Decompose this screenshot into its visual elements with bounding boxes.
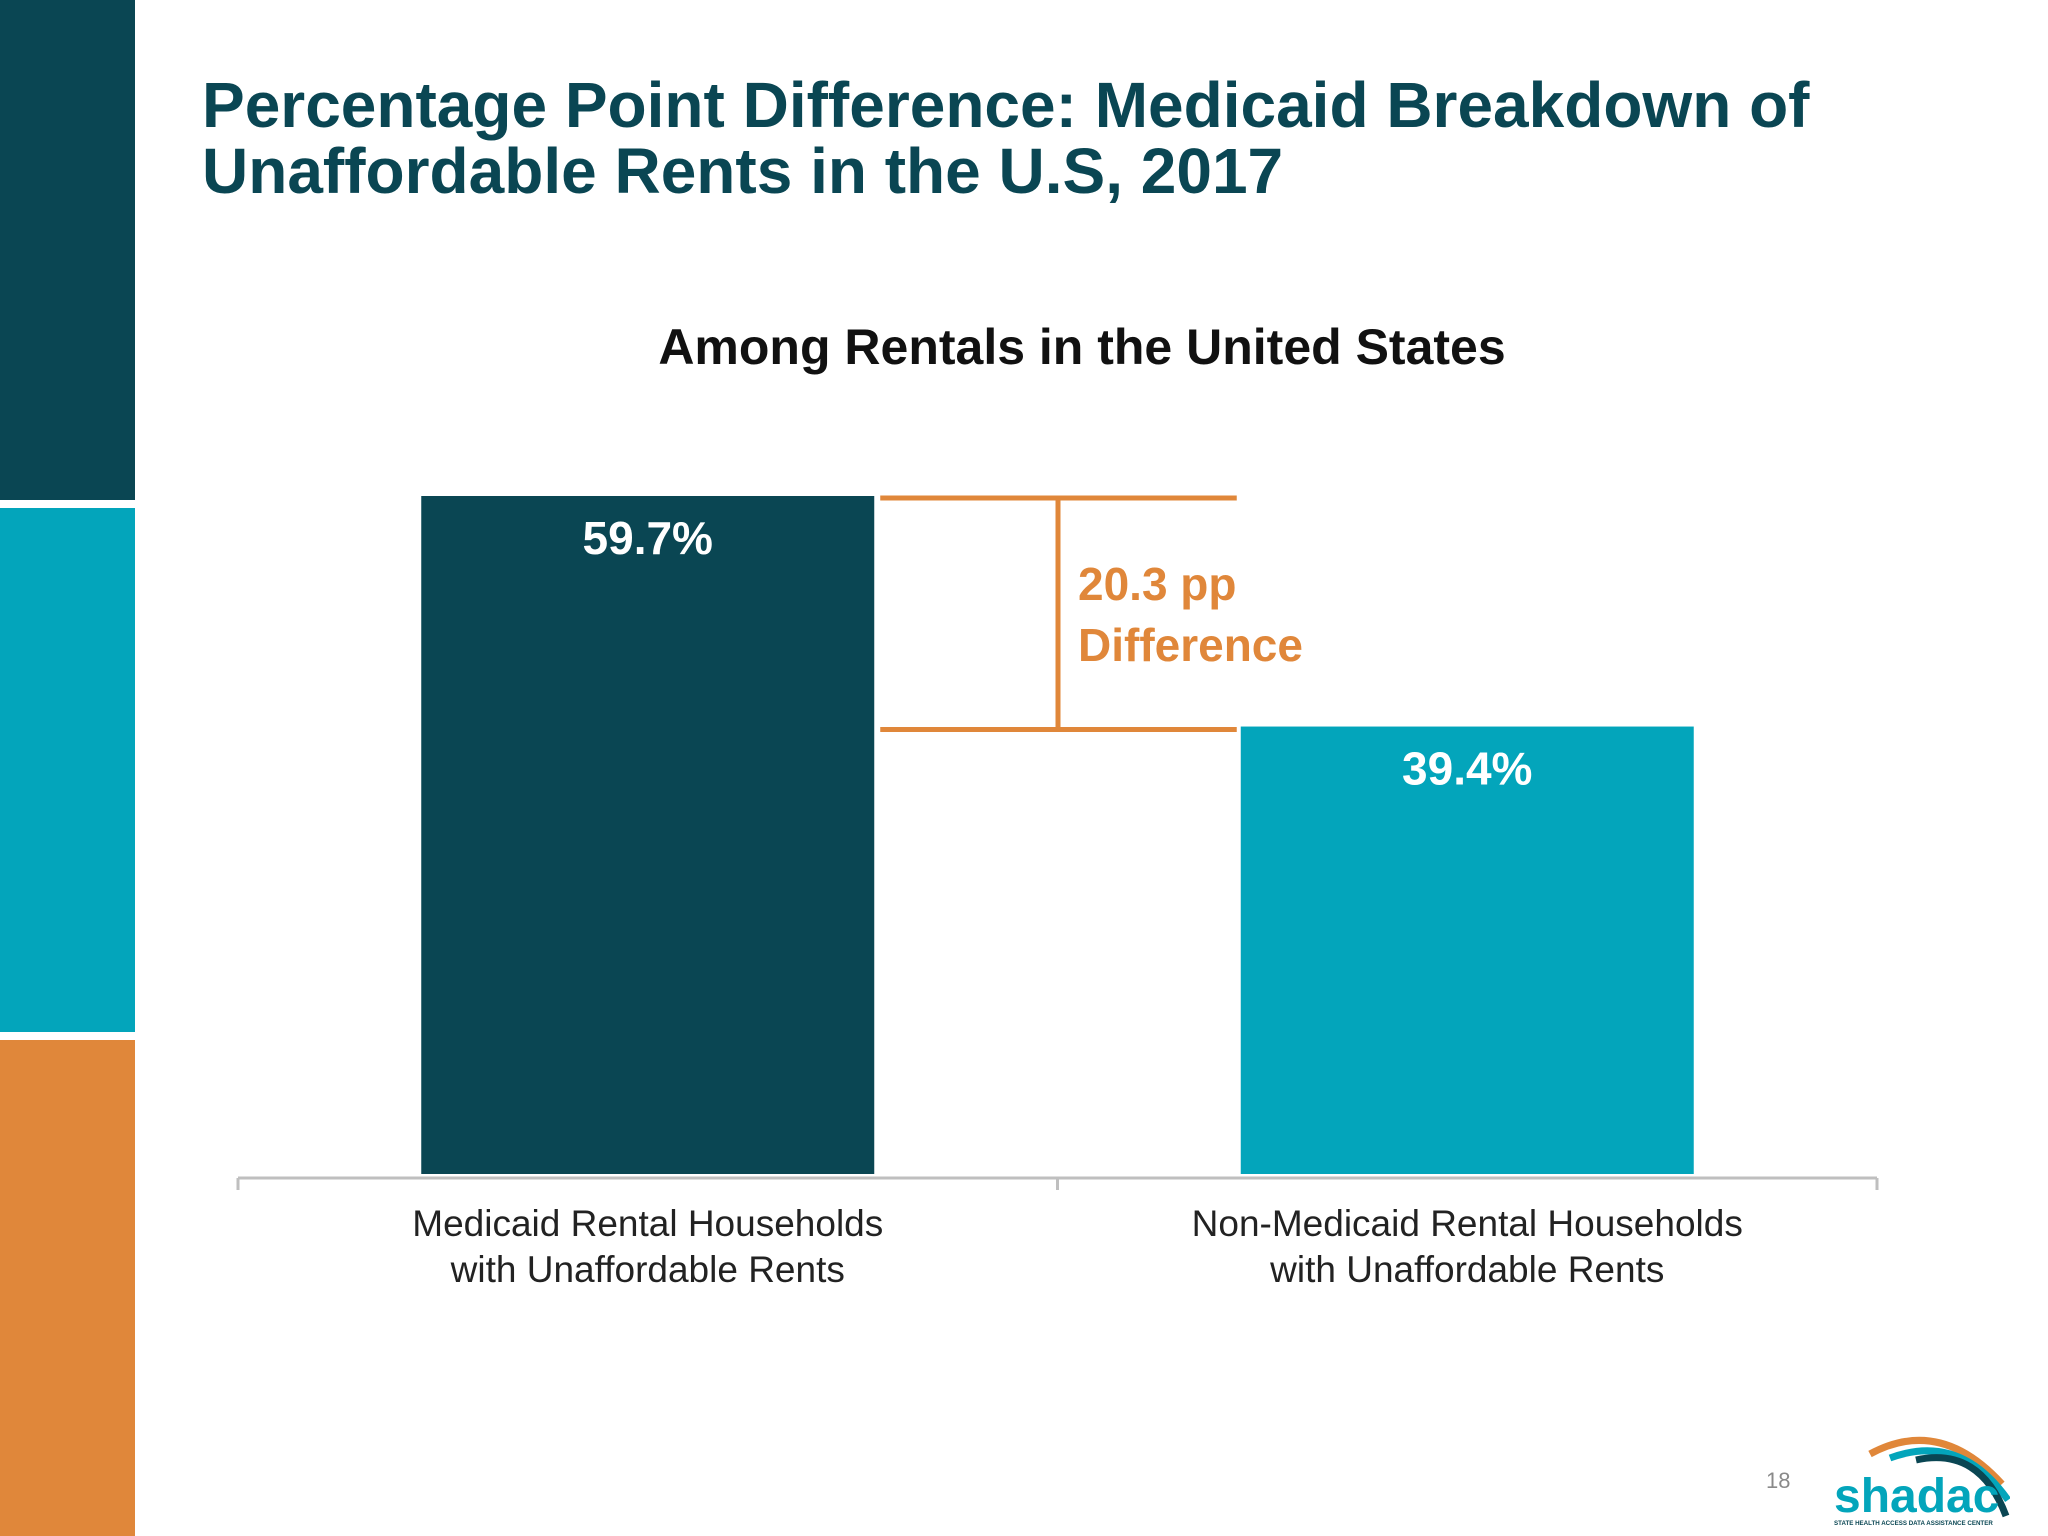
slide-title-line-1: Percentage Point Difference: Medicaid Br…: [202, 69, 1810, 141]
chart-title: Among Rentals in the United States: [658, 319, 1505, 375]
sidebar-dark-teal-block: [0, 0, 135, 500]
x-tick-label: with Unaffordable Rents: [450, 1249, 845, 1290]
logo-arc-orange: [1868, 1436, 2005, 1487]
difference-annotation-line-1: 20.3 pp: [1078, 558, 1237, 610]
slide-title-line-2: Unaffordable Rents in the U.S, 2017: [202, 135, 1284, 207]
slide-title: Percentage Point Difference: Medicaid Br…: [202, 72, 1962, 204]
sidebar-teal-block: [0, 508, 135, 1032]
x-tick-label: with Unaffordable Rents: [1269, 1249, 1664, 1290]
x-tick-label: Non-Medicaid Rental Households: [1192, 1203, 1743, 1244]
x-tick-label: Medicaid Rental Households: [412, 1203, 883, 1244]
sidebar-orange-block: [0, 1040, 135, 1536]
logo-subtext: STATE HEALTH ACCESS DATA ASSISTANCE CENT…: [1834, 1520, 1993, 1527]
bar-value-label: 59.7%: [583, 512, 713, 564]
bar: [1240, 726, 1694, 1174]
logo-arc-teal: [1888, 1447, 2010, 1503]
difference-annotation-line-2: Difference: [1078, 619, 1303, 671]
bar: [421, 496, 875, 1174]
logo-arc-dark: [1915, 1454, 2010, 1518]
shadac-logo: shadac STATE HEALTH ACCESS DATA ASSISTAN…: [1834, 1436, 2010, 1527]
page-number: 18: [1766, 1468, 1791, 1493]
bar-value-label: 39.4%: [1402, 743, 1532, 795]
logo-wordmark: shadac: [1834, 1470, 1999, 1523]
